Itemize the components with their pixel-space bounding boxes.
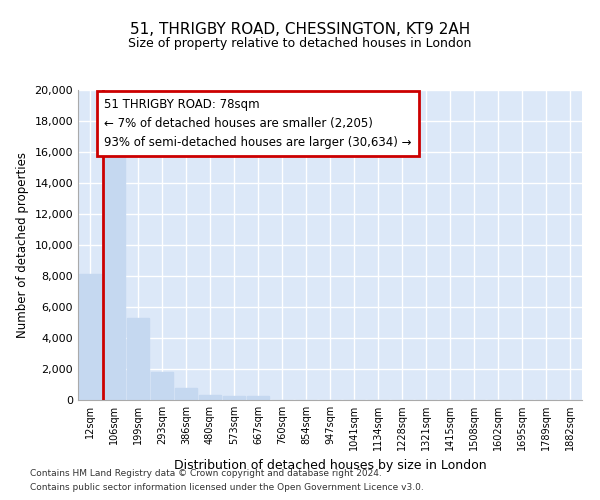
Bar: [199, 394, 221, 400]
Text: Size of property relative to detached houses in London: Size of property relative to detached ho…: [128, 38, 472, 51]
Bar: [247, 396, 269, 400]
Bar: [151, 372, 173, 400]
Bar: [103, 144, 125, 400]
X-axis label: Distribution of detached houses by size in London: Distribution of detached houses by size …: [173, 458, 487, 471]
Y-axis label: Number of detached properties: Number of detached properties: [16, 152, 29, 338]
Text: Contains public sector information licensed under the Open Government Licence v3: Contains public sector information licen…: [30, 484, 424, 492]
Text: 51 THRIGBY ROAD: 78sqm
← 7% of detached houses are smaller (2,205)
93% of semi-d: 51 THRIGBY ROAD: 78sqm ← 7% of detached …: [104, 98, 412, 148]
Bar: [127, 318, 149, 400]
Bar: [79, 274, 101, 400]
Bar: [223, 396, 245, 400]
Text: Contains HM Land Registry data © Crown copyright and database right 2024.: Contains HM Land Registry data © Crown c…: [30, 468, 382, 477]
Text: 51, THRIGBY ROAD, CHESSINGTON, KT9 2AH: 51, THRIGBY ROAD, CHESSINGTON, KT9 2AH: [130, 22, 470, 38]
Bar: [175, 388, 197, 400]
